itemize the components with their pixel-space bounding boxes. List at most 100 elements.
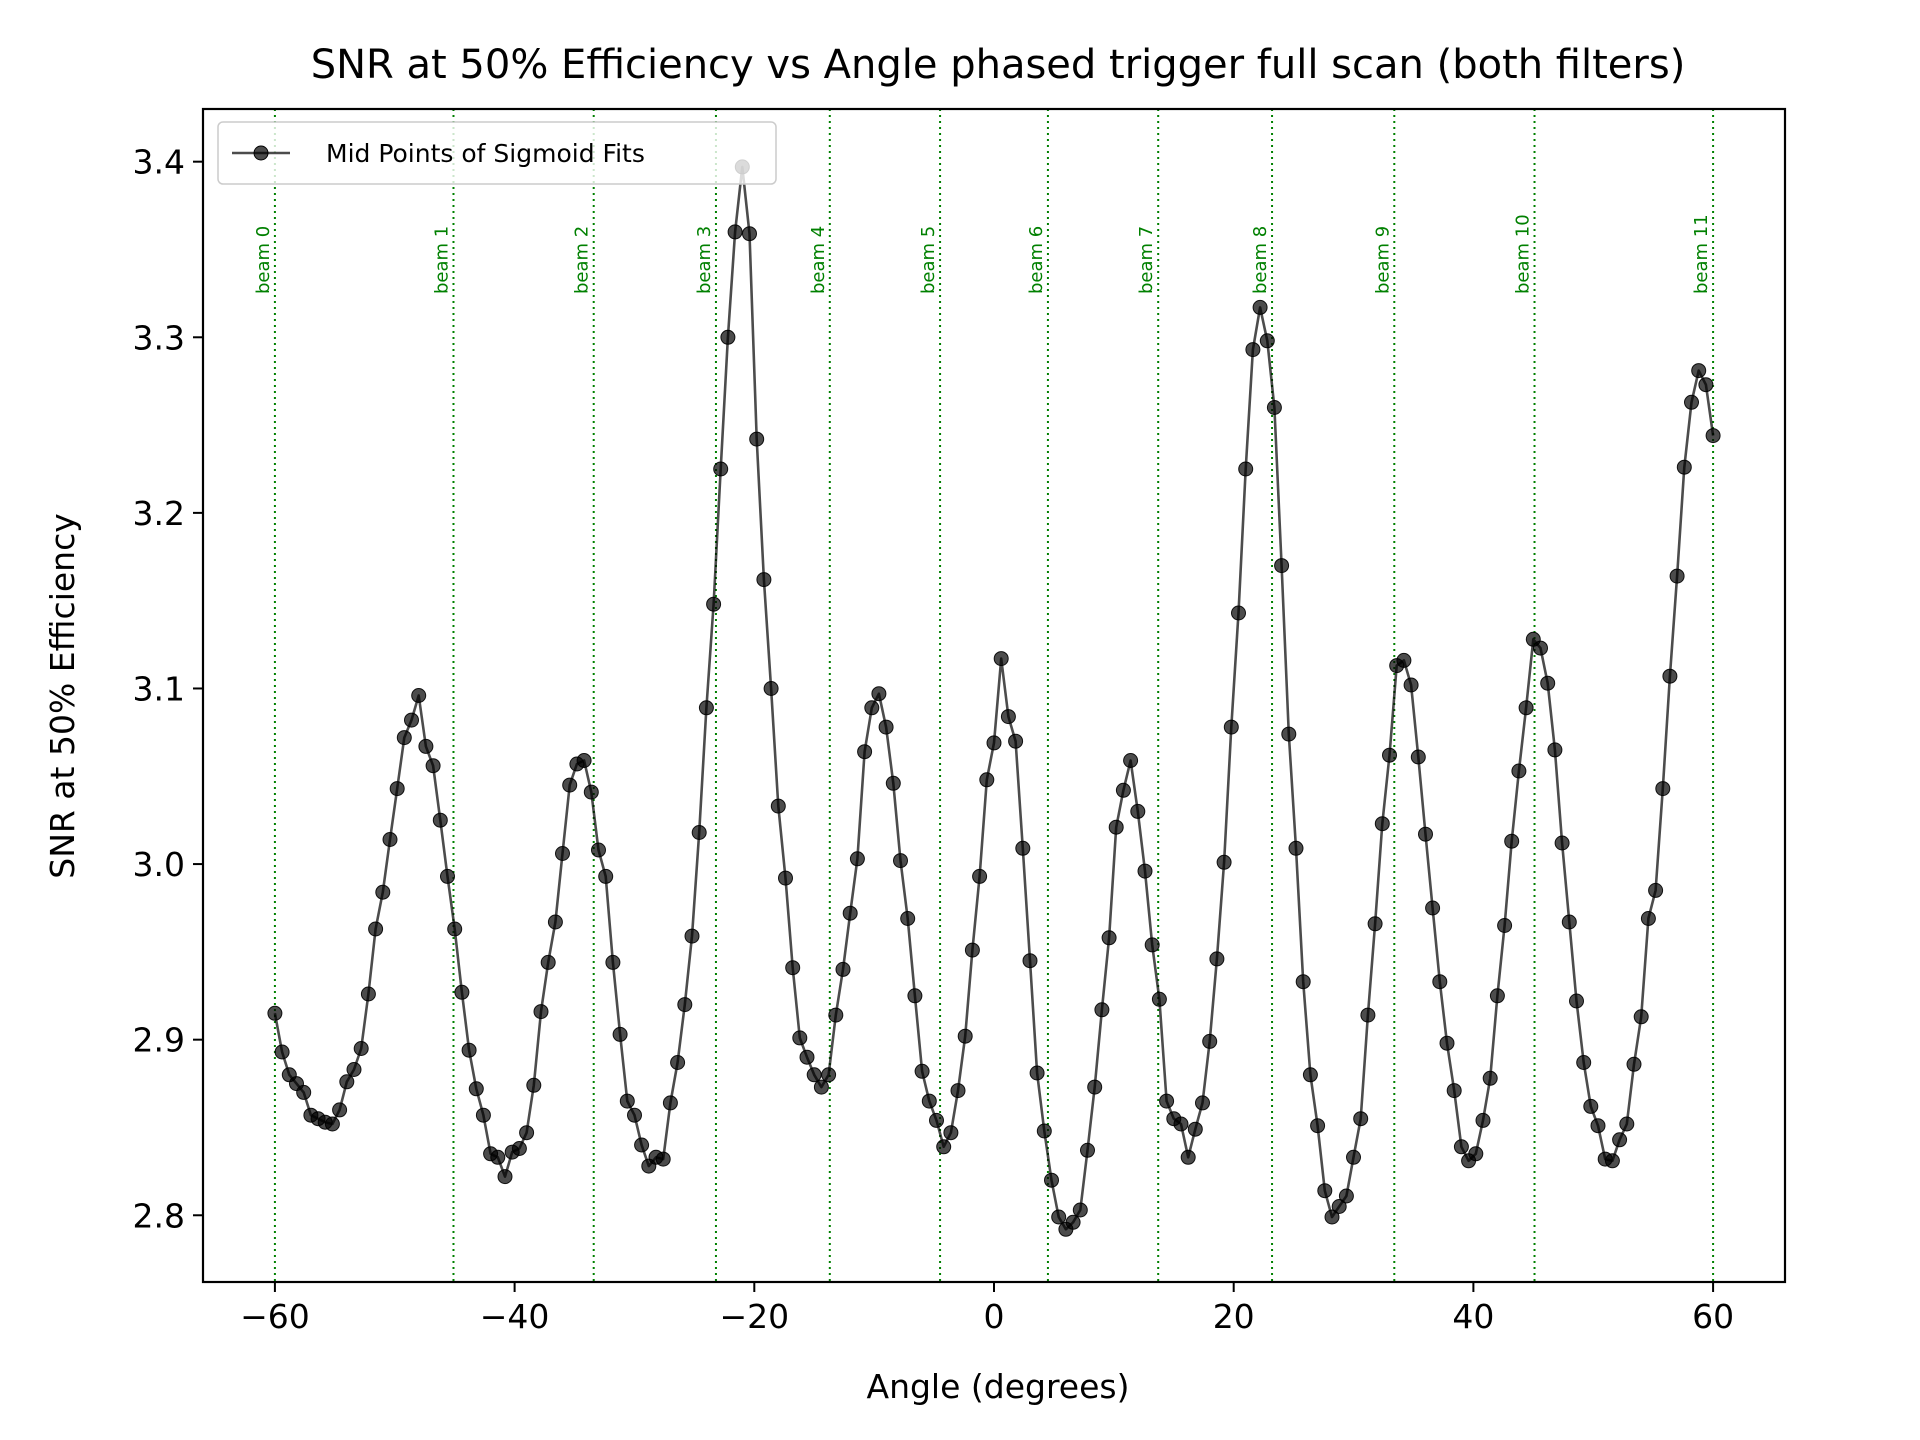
data-point [785,960,801,976]
data-point [1640,911,1656,926]
data-point [1497,918,1513,933]
data-point [1159,1093,1175,1109]
data-point [792,1030,808,1046]
data-point [1504,833,1520,849]
data-point [986,735,1002,751]
data-point [670,1055,686,1070]
data-point [1144,937,1160,953]
beam-label: beam 9 [1372,226,1393,294]
data-point [1274,558,1290,574]
data-point [612,1026,628,1042]
data-point [468,1081,484,1097]
data-point [1324,1209,1340,1225]
data-point [706,596,722,612]
data-point [1310,1118,1326,1134]
data-point [1238,461,1254,477]
series-line [273,165,1715,1231]
data-point [1080,1142,1095,1158]
data-point [1612,1132,1628,1148]
data-point [993,651,1009,667]
data-point [1432,974,1448,990]
data-point [540,954,556,970]
data-point [943,1125,959,1141]
y-tick-label: 2.9 [133,1021,185,1060]
data-point [411,688,427,703]
legend-frame [217,121,777,185]
legend: Mid Points of Sigmoid Fits [217,121,777,185]
data-point [1360,1007,1376,1023]
data-point [885,775,901,791]
data-point [914,1063,930,1079]
data-point [655,1151,671,1167]
beam-label: beam 7 [1136,226,1157,294]
data-point [1626,1056,1642,1072]
data-point [1101,930,1117,946]
data-point [1684,394,1699,410]
data-point [756,572,772,588]
data-point [1259,333,1275,349]
data-point [1000,709,1016,725]
data-point [698,700,714,716]
data-point [749,431,765,447]
data-point [964,942,980,958]
data-point [1396,652,1412,668]
data-point [404,712,419,728]
data-point [936,1139,952,1155]
data-point [1281,726,1297,742]
data-point [533,1004,549,1020]
beam-label: beam 6 [1026,226,1047,294]
x-axis-label: Angle (degrees) [867,1367,1130,1406]
data-point [555,846,570,861]
data-point [1137,863,1153,879]
data-point [634,1137,650,1153]
data-point [713,461,729,477]
data-point [332,1102,348,1118]
y-axis-label: SNR at 50% Efficiency [43,513,82,879]
data-point [598,868,614,884]
data-point [1108,819,1124,835]
data-point [454,984,470,1000]
data-point [1195,1095,1210,1111]
chart-title: SNR at 50% Efficiency vs Angle phased tr… [311,42,1686,88]
data-point [1554,835,1570,851]
data-point [526,1077,542,1093]
data-point [864,700,880,716]
data-point [1482,1070,1498,1086]
beam-label: beam 10 [1513,214,1534,294]
data-point [684,928,700,944]
data-point [691,825,707,840]
data-point [1475,1112,1491,1128]
data-point [1676,459,1692,475]
x-tick-label: 60 [1692,1297,1734,1336]
data-point [1252,299,1268,315]
data-point [770,798,786,814]
data-point [605,954,621,970]
data-point [1518,700,1534,716]
beam-label: beam 8 [1250,226,1271,294]
plot-area: beam 0 beam 1 beam 2 beam 3 beam 4 beam 5 beam… [133,107,1787,1336]
data-point [627,1107,642,1123]
data-point [742,226,757,242]
data-point [1338,1188,1354,1204]
data-point [1633,1009,1649,1025]
legend-marker-swatch [253,145,269,161]
data-point [1425,900,1441,916]
data-point [591,842,606,858]
data-point [1418,826,1433,842]
data-point [339,1074,355,1090]
data-point [1547,742,1563,758]
data-point [519,1125,535,1141]
y-tick-label: 3.1 [133,669,185,708]
data-point [871,686,887,702]
data-point [806,1067,822,1083]
data-point [619,1093,635,1109]
data-point [1029,1065,1045,1081]
data-point [1295,974,1311,990]
data-point [418,738,434,754]
data-point [1036,1123,1052,1139]
data-point [720,329,736,345]
data-point [1115,782,1131,798]
data-point [1648,882,1664,898]
data-point [1245,342,1261,358]
data-point [1662,668,1678,684]
